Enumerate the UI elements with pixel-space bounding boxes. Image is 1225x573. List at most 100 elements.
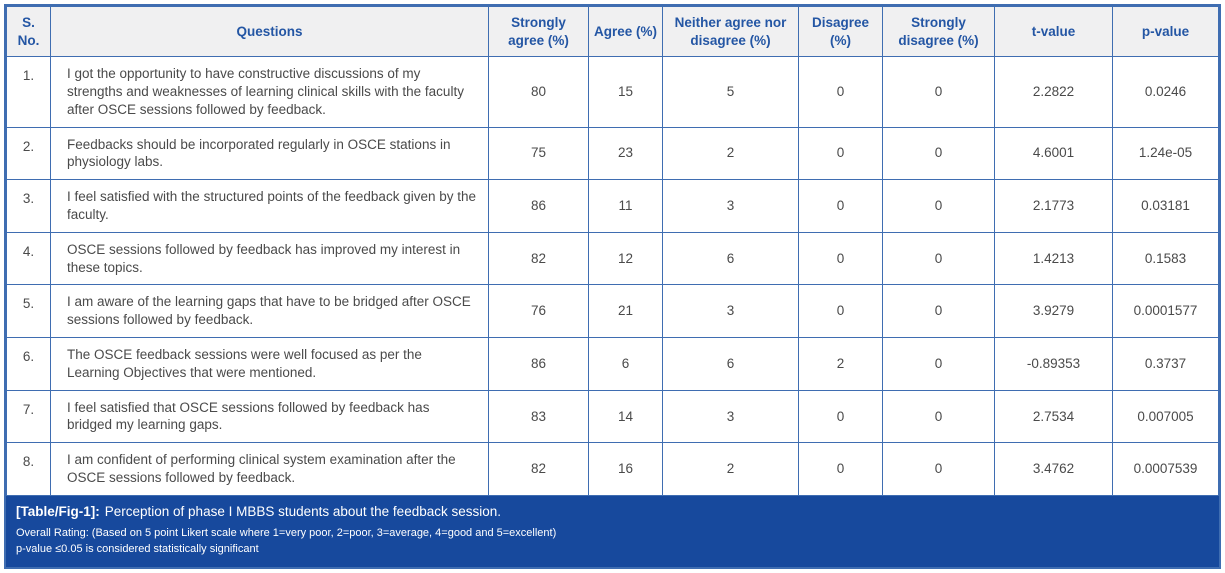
strongly-disagree-cell: 0 (882, 179, 995, 233)
sno-cell: 7. (6, 389, 51, 444)
col-header-neither-agree-nor-disagree: Neither agree nor disagree (%) (662, 5, 799, 58)
question-cell: The OSCE feedback sessions were well foc… (50, 337, 489, 391)
col-header-strongly-disagree: Strongly disagree (%) (882, 5, 995, 58)
agree-cell: 15 (588, 56, 663, 128)
strongly-agree-cell: 86 (488, 179, 589, 233)
sno-cell: 4. (6, 231, 51, 286)
disagree-cell: 0 (798, 231, 883, 286)
col-header-questions: Questions (50, 5, 489, 58)
strongly-agree-cell: 82 (488, 442, 589, 496)
disagree-cell: 0 (798, 56, 883, 128)
agree-cell: 11 (588, 179, 663, 233)
agree-cell: 14 (588, 389, 663, 444)
neither-agree-nor-disagree-cell: 2 (662, 126, 799, 181)
results-table: S. No. Questions Strongly agree (%) Agre… (6, 5, 1219, 496)
strongly-disagree-cell: 0 (882, 284, 995, 339)
disagree-cell: 0 (798, 126, 883, 181)
table-row: 6. The OSCE feedback sessions were well f… (6, 337, 1219, 391)
p-value-cell: 0.03181 (1112, 179, 1219, 233)
col-header-strongly-agree: Strongly agree (%) (488, 5, 589, 58)
figure-caption-label: [Table/Fig-1]: (16, 503, 100, 519)
table-row: 1. I got the opportunity to have construc… (6, 56, 1219, 128)
p-value-cell: 1.24e-05 (1112, 126, 1219, 181)
col-header-p-value: p-value (1112, 5, 1219, 58)
strongly-agree-cell: 83 (488, 389, 589, 444)
table-row: 4. OSCE sessions followed by feedback has… (6, 231, 1219, 286)
neither-agree-nor-disagree-cell: 5 (662, 56, 799, 128)
agree-cell: 23 (588, 126, 663, 181)
agree-cell: 21 (588, 284, 663, 339)
disagree-cell: 0 (798, 389, 883, 444)
figure-footer: [Table/Fig-1]: Perception of phase I MBBS… (6, 495, 1219, 567)
p-value-cell: 0.3737 (1112, 337, 1219, 391)
neither-agree-nor-disagree-cell: 3 (662, 284, 799, 339)
strongly-disagree-cell: 0 (882, 442, 995, 496)
table-body: 1. I got the opportunity to have construc… (6, 56, 1219, 496)
strongly-agree-cell: 80 (488, 56, 589, 128)
question-cell: OSCE sessions followed by feedback has i… (50, 231, 489, 286)
col-header-sno: S. No. (6, 5, 51, 58)
col-header-agree: Agree (%) (588, 5, 663, 58)
neither-agree-nor-disagree-cell: 3 (662, 389, 799, 444)
p-value-cell: 0.007005 (1112, 389, 1219, 444)
table-figure: S. No. Questions Strongly agree (%) Agre… (4, 4, 1221, 569)
t-value-cell: 2.1773 (994, 179, 1113, 233)
col-header-disagree: Disagree (%) (798, 5, 883, 58)
agree-cell: 6 (588, 337, 663, 391)
figure-caption-text: Perception of phase I MBBS students abou… (104, 503, 501, 519)
sno-cell: 5. (6, 284, 51, 339)
table-header: S. No. Questions Strongly agree (%) Agre… (6, 5, 1219, 58)
t-value-cell: 2.7534 (994, 389, 1113, 444)
t-value-cell: 2.2822 (994, 56, 1113, 128)
strongly-agree-cell: 75 (488, 126, 589, 181)
disagree-cell: 2 (798, 337, 883, 391)
p-value-cell: 0.0007539 (1112, 442, 1219, 496)
disagree-cell: 0 (798, 442, 883, 496)
sno-cell: 2. (6, 126, 51, 181)
sno-cell: 6. (6, 337, 51, 391)
figure-caption: [Table/Fig-1]: Perception of phase I MBBS… (16, 503, 1209, 521)
neither-agree-nor-disagree-cell: 3 (662, 179, 799, 233)
p-value-cell: 0.0246 (1112, 56, 1219, 128)
strongly-agree-cell: 82 (488, 231, 589, 286)
strongly-agree-cell: 86 (488, 337, 589, 391)
p-value-cell: 0.0001577 (1112, 284, 1219, 339)
neither-agree-nor-disagree-cell: 2 (662, 442, 799, 496)
strongly-disagree-cell: 0 (882, 337, 995, 391)
question-cell: I am confident of performing clinical sy… (50, 442, 489, 496)
agree-cell: 12 (588, 231, 663, 286)
pvalue-note: p-value ≤0.05 is considered statisticall… (16, 543, 259, 556)
question-cell: I am aware of the learning gaps that hav… (50, 284, 489, 339)
t-value-cell: 3.4762 (994, 442, 1113, 496)
strongly-agree-cell: 76 (488, 284, 589, 339)
agree-cell: 16 (588, 442, 663, 496)
rating-note: Overall Rating: (Based on 5 point Likert… (16, 527, 557, 540)
strongly-disagree-cell: 0 (882, 389, 995, 444)
t-value-cell: 3.9279 (994, 284, 1113, 339)
table-row: 7. I feel satisfied that OSCE sessions fo… (6, 389, 1219, 444)
question-cell: I got the opportunity to have constructi… (50, 56, 489, 128)
strongly-disagree-cell: 0 (882, 231, 995, 286)
strongly-disagree-cell: 0 (882, 126, 995, 181)
table-row: 2. Feedbacks should be incorporated regul… (6, 126, 1219, 181)
disagree-cell: 0 (798, 179, 883, 233)
question-cell: I feel satisfied with the structured poi… (50, 179, 489, 233)
t-value-cell: 4.6001 (994, 126, 1113, 181)
question-cell: I feel satisfied that OSCE sessions foll… (50, 389, 489, 444)
sno-cell: 1. (6, 56, 51, 128)
table-row: 3. I feel satisfied with the structured p… (6, 179, 1219, 233)
col-header-t-value: t-value (994, 5, 1113, 58)
sno-cell: 8. (6, 442, 51, 496)
table-row: 8. I am confident of performing clinical … (6, 442, 1219, 496)
table-header-row: S. No. Questions Strongly agree (%) Agre… (6, 5, 1219, 58)
disagree-cell: 0 (798, 284, 883, 339)
t-value-cell: 1.4213 (994, 231, 1113, 286)
neither-agree-nor-disagree-cell: 6 (662, 337, 799, 391)
p-value-cell: 0.1583 (1112, 231, 1219, 286)
neither-agree-nor-disagree-cell: 6 (662, 231, 799, 286)
table-row: 5. I am aware of the learning gaps that h… (6, 284, 1219, 339)
sno-cell: 3. (6, 179, 51, 233)
strongly-disagree-cell: 0 (882, 56, 995, 128)
t-value-cell: -0.89353 (994, 337, 1113, 391)
question-cell: Feedbacks should be incorporated regular… (50, 126, 489, 181)
